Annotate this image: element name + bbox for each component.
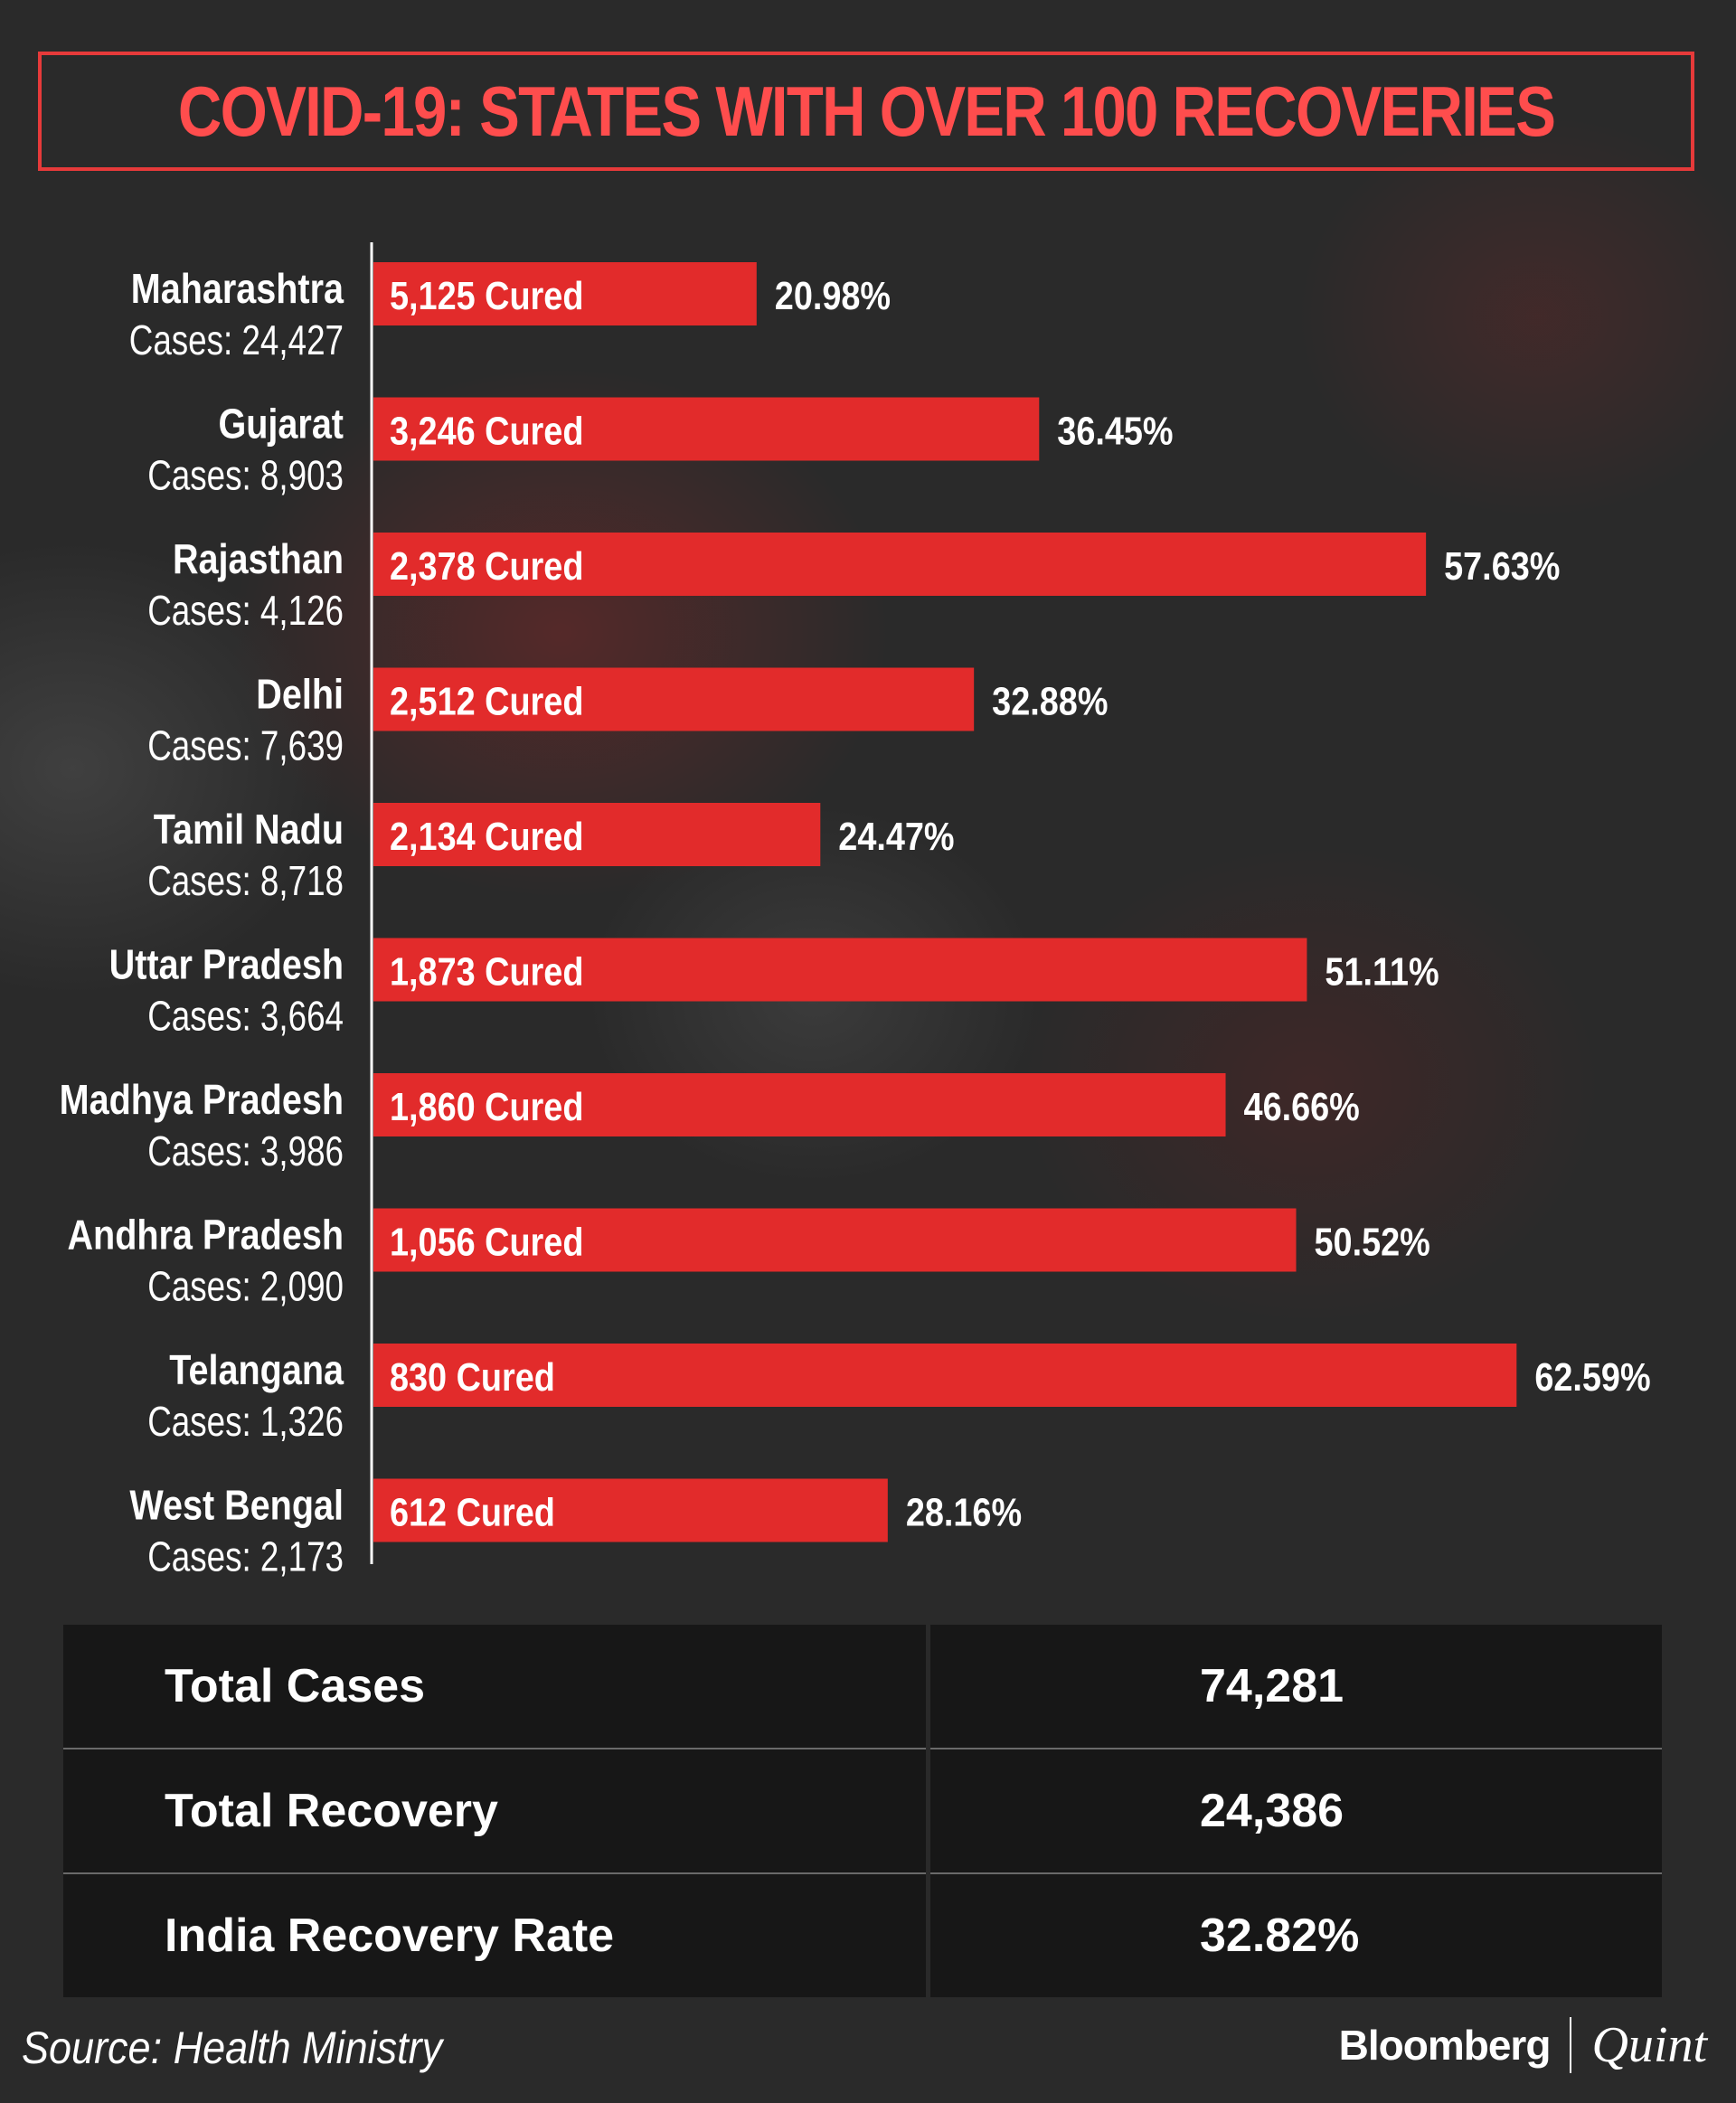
state-label: Madhya Pradesh (60, 1077, 344, 1123)
cases-label: Cases: 24,427 (129, 316, 344, 363)
value-label: 62.59% (1534, 1354, 1650, 1399)
bar (373, 1073, 1226, 1136)
bar (373, 667, 975, 731)
cases-label: Cases: 1,326 (147, 1398, 344, 1445)
total-recovery-value: 24,386 (926, 1748, 1662, 1873)
recovery-rate-label: India Recovery Rate (63, 1872, 929, 1997)
totals-row-recovery: Total Recovery 24,386 (63, 1748, 1662, 1873)
brand-primary: Bloomberg (1338, 2022, 1552, 2069)
cases-label: Cases: 4,126 (147, 587, 344, 634)
bar (373, 803, 821, 866)
cured-label: 1,873 Cured (390, 949, 583, 994)
cases-label: Cases: 3,664 (147, 993, 344, 1040)
value-label: 20.98% (775, 273, 891, 317)
state-label: Gujarat (219, 401, 344, 448)
state-label: Telangana (169, 1347, 344, 1393)
totals-row-rate: India Recovery Rate 32.82% (63, 1872, 1662, 1997)
total-recovery-label: Total Recovery (63, 1748, 929, 1873)
cases-label: Cases: 7,639 (147, 722, 344, 769)
bar (373, 397, 1040, 461)
cured-label: 2,512 Cured (390, 679, 583, 723)
bar (373, 533, 1427, 596)
value-label: 24.47% (838, 814, 954, 858)
cases-label: Cases: 3,986 (147, 1127, 344, 1174)
totals-table: Total Cases 74,281 Total Recovery 24,386… (63, 1625, 1662, 1997)
cases-label: Cases: 8,718 (147, 857, 344, 904)
cases-label: Cases: 2,173 (147, 1533, 344, 1580)
state-label: Delhi (256, 672, 344, 718)
bar (373, 1344, 1517, 1407)
state-label: Tamil Nadu (154, 806, 344, 853)
cured-label: 1,860 Cured (390, 1084, 583, 1128)
state-label: Rajasthan (173, 536, 344, 582)
bar (373, 938, 1307, 1002)
chart-title: COVID-19: STATES WITH OVER 100 RECOVERIE… (177, 71, 1556, 151)
brand-logo: Bloomberg Quint (1339, 2016, 1707, 2074)
state-label: Andhra Pradesh (68, 1212, 344, 1259)
value-label: 50.52% (1315, 1220, 1430, 1264)
value-label: 28.16% (906, 1490, 1022, 1534)
cases-label: Cases: 2,090 (147, 1263, 344, 1310)
state-label: Uttar Pradesh (109, 942, 344, 988)
value-label: 57.63% (1444, 543, 1560, 588)
title-box: COVID-19: STATES WITH OVER 100 RECOVERIE… (38, 52, 1694, 171)
cured-label: 830 Cured (390, 1354, 555, 1399)
value-label: 46.66% (1244, 1084, 1360, 1128)
state-label: Maharashtra (131, 266, 344, 312)
state-label: West Bengal (129, 1483, 344, 1529)
recovery-rate-value: 32.82% (926, 1872, 1662, 1997)
cured-label: 612 Cured (390, 1490, 555, 1534)
brand-secondary: Quint (1591, 2017, 1707, 2073)
cured-label: 2,134 Cured (390, 814, 583, 858)
value-label: 51.11% (1325, 949, 1439, 994)
cured-label: 3,246 Cured (390, 409, 583, 453)
total-cases-value: 74,281 (926, 1625, 1662, 1749)
totals-row-cases: Total Cases 74,281 (63, 1625, 1662, 1749)
cured-label: 5,125 Cured (390, 273, 583, 317)
brand-divider (1570, 2017, 1572, 2073)
cured-label: 2,378 Cured (390, 543, 583, 588)
bar (373, 1208, 1297, 1272)
cured-label: 1,056 Cured (390, 1220, 583, 1264)
bar (373, 262, 757, 325)
value-label: 32.88% (992, 679, 1108, 723)
total-cases-label: Total Cases (63, 1625, 929, 1749)
bar (373, 1478, 888, 1542)
cases-label: Cases: 8,903 (147, 452, 344, 499)
value-label: 36.45% (1057, 409, 1173, 453)
source-note: Source: Health Ministry (22, 2023, 443, 2073)
